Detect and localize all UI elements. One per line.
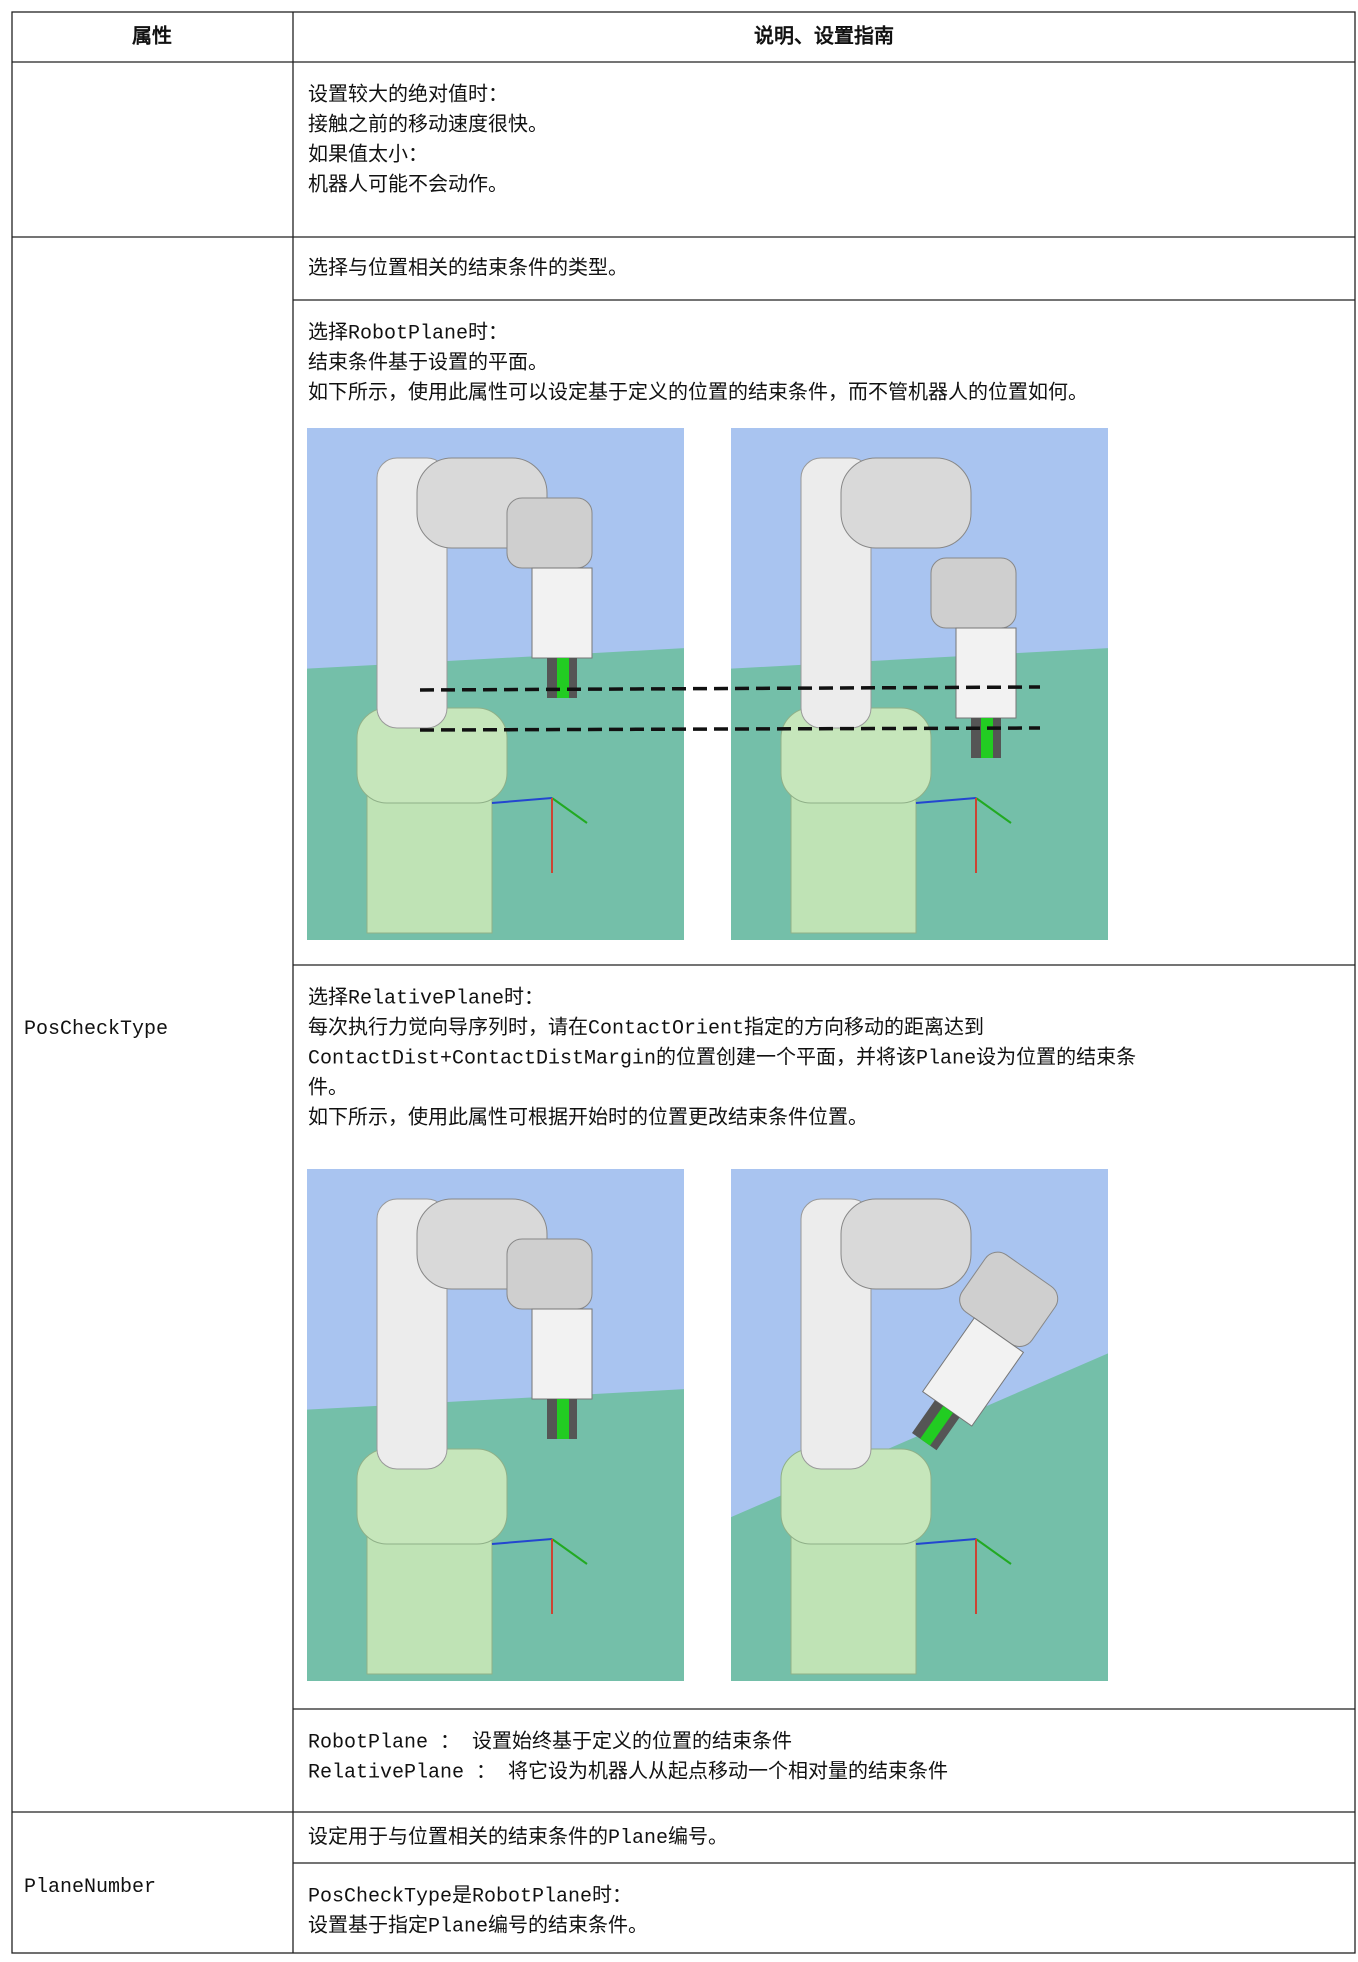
description-line: RelativePlane ： 将它设为机器人从起点移动一个相对量的结束条件 xyxy=(308,1759,948,1784)
figure-part xyxy=(975,797,1012,824)
plane-marker xyxy=(419,726,1041,732)
header-cell: 说明、设置指南 xyxy=(754,24,894,48)
description-line: 结束条件基于设置的平面。 xyxy=(308,350,548,375)
figure-part xyxy=(840,1198,972,1290)
figure-part xyxy=(930,557,1017,629)
property-name: PosCheckType xyxy=(24,1018,168,1041)
figure-part xyxy=(915,797,977,804)
description-line: 设定用于与位置相关的结束条件的Plane编号。 xyxy=(308,1825,728,1850)
description-line: 选择RobotPlane时： xyxy=(308,320,508,345)
figure-part xyxy=(506,1238,593,1310)
header-row xyxy=(12,12,1355,62)
table-borders xyxy=(11,11,1356,1954)
description-line: 设置基于指定Plane编号的结束条件。 xyxy=(308,1913,648,1938)
figure-part xyxy=(366,1528,493,1675)
description-line: 如下所示，使用此属性可以设定基于定义的位置的结束条件，而不管机器人的位置如何。 xyxy=(308,380,1088,405)
figure-part xyxy=(531,567,593,659)
description-line: 如下所示，使用此属性可根据开始时的位置更改结束条件位置。 xyxy=(308,1105,868,1130)
plane-marker xyxy=(419,685,1041,692)
figure-part xyxy=(491,797,553,804)
figure-part xyxy=(506,497,593,569)
description-line: ContactDist+ContactDistMargin的位置创建一个平面，并… xyxy=(308,1045,1136,1070)
property-name: PlaneNumber xyxy=(24,1876,156,1899)
figure-part xyxy=(981,718,993,758)
figure-part xyxy=(790,787,917,934)
description-line: 件。 xyxy=(308,1075,348,1100)
description-line: 如果值太小： xyxy=(308,142,428,167)
description-line: 选择与位置相关的结束条件的类型。 xyxy=(308,256,628,281)
figure-part xyxy=(557,658,569,698)
figure-part xyxy=(920,1405,953,1446)
description-line: 每次执行力觉向导序列时，请在ContactOrient指定的方向移动的距离达到 xyxy=(308,1015,984,1040)
description-line: PosCheckType是RobotPlane时： xyxy=(308,1883,632,1908)
figure-part xyxy=(551,1538,588,1565)
description-line: 机器人可能不会动作。 xyxy=(308,172,508,197)
description-line: RobotPlane ： 设置始终基于定义的位置的结束条件 xyxy=(308,1729,792,1754)
figure-part xyxy=(531,1308,593,1400)
description-line: 选择RelativePlane时： xyxy=(308,985,544,1010)
figure-part xyxy=(366,787,493,934)
figure-part xyxy=(491,1538,553,1545)
description-line: 设置较大的绝对值时： xyxy=(308,82,508,107)
figure-part xyxy=(955,627,1017,719)
header-cell: 属性 xyxy=(132,24,172,48)
description-line: 接触之前的移动速度很快。 xyxy=(308,112,548,137)
figure-part xyxy=(790,1528,917,1675)
figure-part xyxy=(915,1538,977,1545)
figure-part xyxy=(557,1399,569,1439)
figure-part xyxy=(840,457,972,549)
figure-part xyxy=(551,797,588,824)
figure-part xyxy=(975,1538,1012,1565)
figures xyxy=(307,428,1108,1681)
